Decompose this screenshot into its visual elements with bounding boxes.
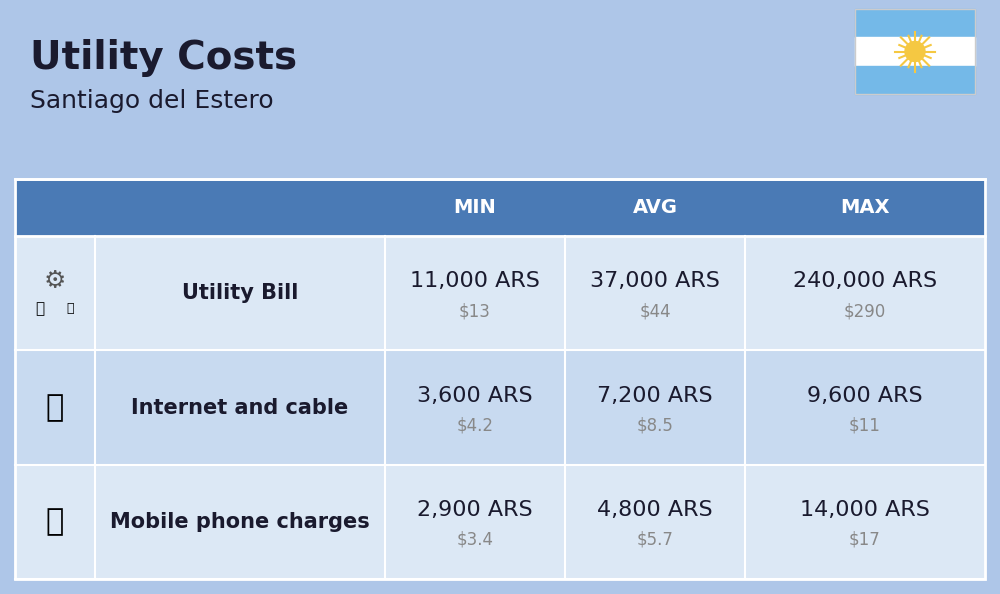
Text: $4.2: $4.2 — [456, 416, 494, 434]
Bar — [15, 179, 385, 236]
Text: $290: $290 — [844, 302, 886, 320]
Text: AVG: AVG — [633, 198, 678, 217]
Text: $11: $11 — [849, 416, 881, 434]
Bar — [855, 9, 975, 94]
Text: 2,900 ARS: 2,900 ARS — [417, 500, 533, 520]
Bar — [15, 236, 985, 350]
Text: 📱: 📱 — [46, 507, 64, 536]
Text: Internet and cable: Internet and cable — [131, 397, 349, 418]
Text: 4,800 ARS: 4,800 ARS — [597, 500, 713, 520]
Text: Santiago del Estero: Santiago del Estero — [30, 89, 274, 113]
Bar — [855, 66, 975, 94]
Text: 9,600 ARS: 9,600 ARS — [807, 386, 923, 406]
Text: $17: $17 — [849, 531, 881, 549]
Text: 14,000 ARS: 14,000 ARS — [800, 500, 930, 520]
Circle shape — [905, 42, 925, 62]
Text: 11,000 ARS: 11,000 ARS — [410, 271, 540, 291]
Bar — [15, 179, 985, 236]
Text: Utility Bill: Utility Bill — [182, 283, 298, 303]
Bar — [15, 350, 985, 465]
Bar — [15, 179, 985, 579]
Text: $44: $44 — [639, 302, 671, 320]
Text: MAX: MAX — [840, 198, 890, 217]
Text: 3,600 ARS: 3,600 ARS — [417, 386, 533, 406]
Text: 37,000 ARS: 37,000 ARS — [590, 271, 720, 291]
Text: $5.7: $5.7 — [637, 531, 673, 549]
Text: 240,000 ARS: 240,000 ARS — [793, 271, 937, 291]
Text: 📱: 📱 — [66, 302, 74, 315]
Text: 🔌: 🔌 — [35, 301, 45, 315]
Bar — [855, 37, 975, 66]
Bar — [15, 465, 985, 579]
Text: MIN: MIN — [454, 198, 496, 217]
Text: $13: $13 — [459, 302, 491, 320]
Text: $3.4: $3.4 — [456, 531, 494, 549]
Bar — [855, 9, 975, 37]
Text: Mobile phone charges: Mobile phone charges — [110, 512, 370, 532]
Text: 7,200 ARS: 7,200 ARS — [597, 386, 713, 406]
Text: $8.5: $8.5 — [637, 416, 673, 434]
Text: Utility Costs: Utility Costs — [30, 39, 297, 77]
Text: 📡: 📡 — [46, 393, 64, 422]
Text: ⚙: ⚙ — [44, 269, 66, 293]
